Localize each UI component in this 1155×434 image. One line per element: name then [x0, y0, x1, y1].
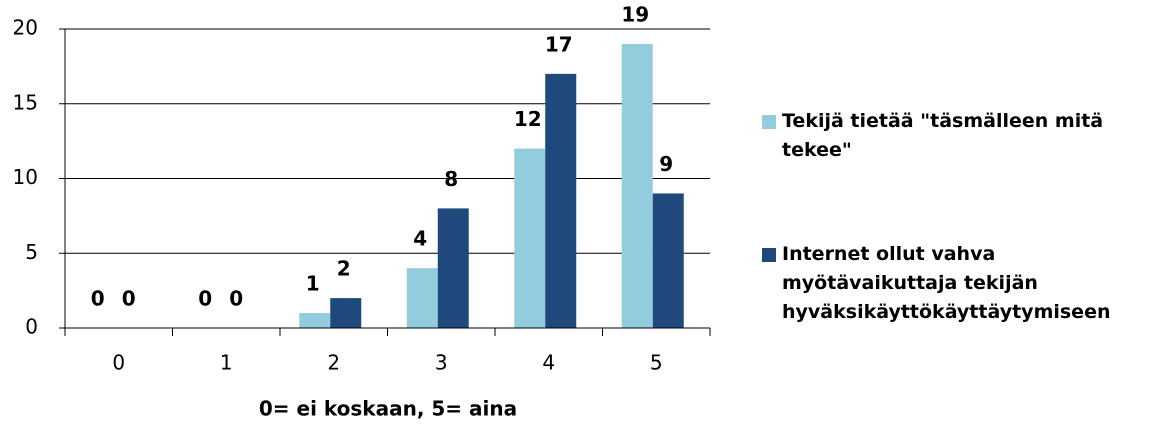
value-label: 0: [198, 287, 212, 311]
value-label: 19: [621, 2, 649, 26]
value-label: 2: [337, 257, 351, 281]
y-tick-label: 15: [13, 90, 38, 114]
bar: [621, 43, 653, 328]
x-tick-label: 3: [435, 351, 448, 375]
value-label: 0: [122, 287, 136, 311]
bar: [652, 193, 684, 328]
value-label: 1: [306, 272, 320, 296]
bar: [330, 298, 362, 328]
value-label: 9: [659, 152, 673, 176]
value-label: 17: [545, 32, 573, 56]
legend-label: Tekijä tietää "täsmälleen mitä tekee": [782, 110, 1104, 161]
y-tick-label: 0: [25, 315, 38, 339]
bar: [437, 208, 469, 328]
y-tick-label: 10: [13, 165, 38, 189]
value-label: 8: [444, 167, 458, 191]
legend-swatch: [762, 115, 776, 129]
x-axis-title: 0= ei koskaan, 5= aina: [259, 397, 517, 421]
value-label: 12: [514, 107, 542, 131]
y-tick-label: 20: [13, 16, 38, 40]
value-label: 0: [91, 287, 105, 311]
value-label: 4: [413, 227, 427, 251]
bar: [545, 73, 577, 328]
x-tick-label: 0: [112, 351, 125, 375]
y-tick-label: 5: [25, 240, 38, 264]
bar: [406, 268, 438, 328]
legend-label: Internet ollut vahva myötävaikuttaja tek…: [782, 243, 1111, 323]
x-tick-label: 2: [327, 351, 340, 375]
bar: [514, 148, 546, 328]
x-tick-label: 4: [542, 351, 555, 375]
value-label: 0: [229, 287, 243, 311]
legend-swatch: [762, 248, 776, 262]
bar: [299, 313, 331, 328]
x-tick-label: 1: [220, 351, 233, 375]
x-tick-label: 5: [650, 351, 663, 375]
